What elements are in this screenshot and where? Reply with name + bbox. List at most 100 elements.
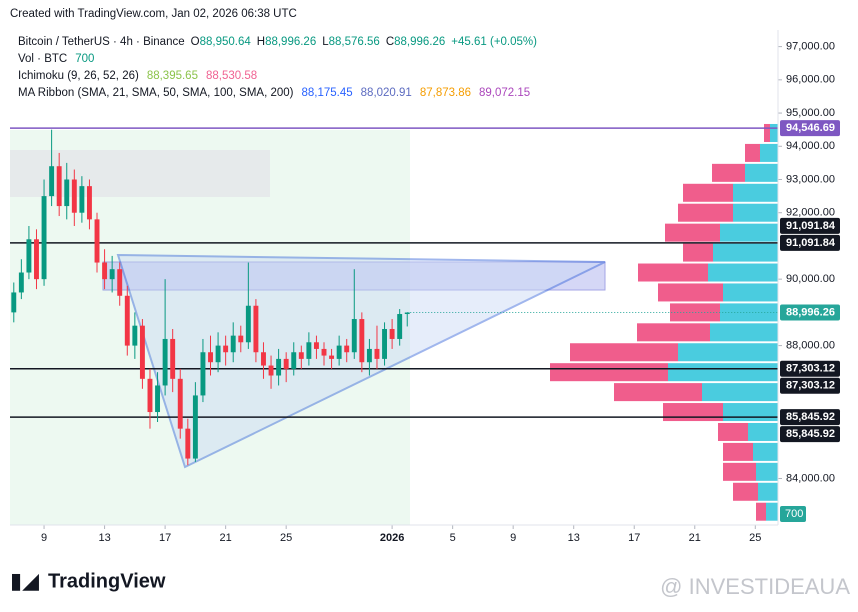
indicator-line: Ichimoku (9, 26, 52, 26) 88,395.65 88,530.… [18, 70, 257, 82]
candle-body [230, 335, 236, 353]
candle-body [155, 385, 161, 413]
candle-body [238, 335, 244, 343]
candle-body [268, 365, 274, 376]
candle-body [298, 352, 304, 359]
indicator-value: 89,072.15 [479, 87, 530, 99]
candle-body [382, 328, 388, 359]
level-label: 91,091.84 [786, 237, 836, 249]
candle-body [261, 352, 266, 366]
y-tick-label: 90,000.00 [786, 273, 835, 285]
candle-body [404, 312, 410, 315]
profile-buy [668, 363, 778, 382]
indicator-value: 88,395.65 [147, 70, 198, 82]
level-label-bg [780, 409, 840, 426]
level-label: 85,845.92 [786, 411, 835, 423]
level-label: 85,845.92 [786, 428, 835, 440]
y-tick-label: 84,000.00 [786, 472, 835, 484]
level-label: 91,091.84 [786, 220, 836, 232]
x-tick-label: 21 [220, 532, 232, 544]
candle-body [397, 314, 403, 339]
profile-sell [637, 323, 710, 342]
profile-buy [702, 383, 778, 402]
y-tick-label: 92,000.00 [786, 207, 835, 219]
candle-body [102, 262, 108, 280]
symbol: Bitcoin / TetherUS · 4h · Binance [18, 36, 185, 48]
profile-sell [614, 383, 702, 402]
candle-body [291, 352, 297, 369]
x-tick-label: 9 [510, 532, 516, 544]
ohlc-value: 88,576.56 [329, 36, 380, 48]
candle-body [336, 345, 342, 359]
x-tick-label: 2026 [380, 532, 404, 544]
y-tick-label: 93,000.00 [786, 173, 835, 185]
profile-sell [764, 123, 770, 142]
indicator-name: Vol · BTC [18, 53, 67, 65]
profile-buy [756, 462, 778, 481]
profile-sell [658, 283, 723, 302]
profile-sell [665, 223, 720, 242]
candle-body [215, 345, 221, 363]
profile-sell [733, 482, 758, 501]
profile-sell [712, 163, 745, 182]
candle-body [56, 166, 62, 207]
y-tick-label: 97,000.00 [786, 41, 835, 53]
last-price-bg [780, 304, 840, 321]
level-label-bg [780, 217, 840, 234]
watermark: @ INVESTIDEAUA [660, 574, 850, 599]
candle-body [313, 342, 319, 349]
profile-buy [720, 303, 778, 322]
caption: Created with TradingView.com, Jan 02, 20… [10, 8, 297, 20]
ohlc-value: 88,996.26 [394, 36, 445, 48]
x-tick-label: 17 [159, 532, 171, 544]
candle-body [18, 272, 24, 293]
indicator-value: 87,873.86 [420, 87, 471, 99]
x-tick-label: 5 [450, 532, 456, 544]
profile-buy [753, 442, 778, 461]
candle-body [11, 292, 17, 313]
profile-buy [758, 482, 778, 501]
ohlc-key: L [322, 36, 329, 48]
profile-buy [708, 263, 778, 282]
candle-body [200, 352, 206, 396]
candle-body [170, 338, 176, 379]
change: +45.61 (+0.05%) [451, 36, 537, 48]
candle-body [208, 352, 213, 363]
candle-body [253, 305, 259, 353]
candle-body [147, 378, 153, 413]
profile-buy [745, 163, 778, 182]
indicator-value: 700 [75, 53, 94, 65]
candle-body [223, 345, 229, 353]
footer: ▮◢ TradingView @ INVESTIDEAUA [10, 568, 850, 599]
level-label: 94,546.69 [786, 122, 835, 134]
y-tick-label: 95,000.00 [786, 107, 835, 119]
candle-body [185, 428, 191, 459]
candle-body [94, 219, 100, 263]
indicator-value: 88,020.91 [361, 87, 412, 99]
candle-body [79, 186, 85, 213]
y-tick-label: 94,000.00 [786, 140, 835, 152]
header-line: Bitcoin / TetherUS · 4h · Binance O88,950… [18, 36, 537, 48]
profile-buy [713, 243, 778, 262]
last-price-label: 88,996.26 [786, 306, 835, 318]
candle-body [283, 358, 289, 369]
candle-body [117, 269, 123, 296]
note-box [10, 150, 270, 197]
indicator-line: Vol · BTC 700 [18, 53, 94, 65]
x-tick-label: 9 [41, 532, 47, 544]
level-label-bg [780, 234, 840, 251]
level-label-bg [780, 426, 840, 443]
profile-sell [756, 502, 766, 521]
profile-sell [683, 183, 733, 202]
candle-body [276, 358, 282, 376]
level-label-bg [780, 377, 840, 394]
profile-buy [748, 422, 778, 441]
ohlc-value: 88,996.26 [265, 36, 316, 48]
x-tick-label: 13 [98, 532, 110, 544]
ohlc-value: 88,950.64 [200, 36, 252, 48]
level-label-bg [780, 120, 840, 137]
x-tick-label: 17 [628, 532, 640, 544]
volume-label-bg [780, 506, 806, 522]
profile-buy [710, 323, 778, 342]
x-tick-label: 21 [689, 532, 701, 544]
